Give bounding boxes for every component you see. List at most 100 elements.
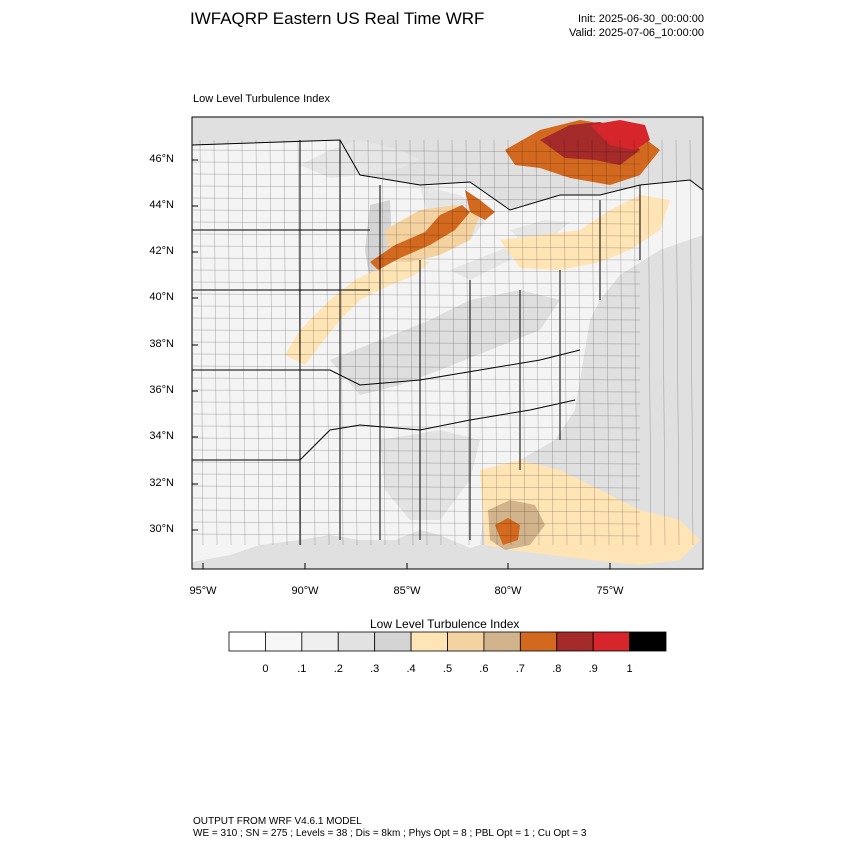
map-field [192, 117, 703, 569]
map-title: Low Level Turbulence Index [193, 93, 330, 105]
lat-label-30: 30°N [149, 523, 174, 535]
county-line [192, 293, 641, 297]
colorbar-tick-label: .5 [442, 663, 453, 675]
lon-label-80: 80°W [494, 585, 522, 597]
county-line [353, 139, 358, 546]
county-line [367, 139, 372, 546]
county-line [619, 139, 624, 546]
valid-time: Valid: 2025-07-06_10:00:00 [569, 27, 704, 39]
county-line [192, 269, 641, 273]
county-line [465, 139, 470, 546]
state-borders [192, 139, 703, 545]
county-line [192, 509, 641, 513]
county-line [479, 139, 484, 546]
county-line [192, 257, 641, 261]
colorbar-tick-label: .6 [479, 663, 489, 675]
county-line [605, 139, 610, 546]
colorbar-tick-label: .3 [370, 663, 380, 675]
tan-patch-atlantic [480, 460, 700, 565]
lat-label-32: 32°N [149, 477, 174, 489]
county-line [451, 139, 456, 546]
footer-model-line: OUTPUT FROM WRF V4.6.1 MODEL [193, 816, 362, 827]
county-line [591, 139, 596, 546]
colorbar-tick-label: .7 [515, 663, 525, 675]
legend-title: Low Level Turbulence Index [370, 617, 520, 631]
county-line [661, 139, 666, 546]
orange-lake-huron-region [465, 190, 495, 220]
lat-label-38: 38°N [149, 338, 174, 350]
county-line [192, 485, 641, 489]
county-line [192, 281, 641, 285]
county-line [521, 139, 526, 546]
gray-band-central [330, 290, 560, 395]
orange-michigan [370, 205, 470, 270]
county-line [199, 139, 204, 546]
county-line [507, 139, 512, 546]
tan-band-midwest [285, 258, 430, 365]
lon-label-85: 85°W [393, 585, 421, 597]
county-line [395, 139, 400, 546]
county-line [437, 139, 442, 546]
county-line [241, 139, 246, 546]
county-line [192, 497, 641, 501]
county-line [549, 139, 554, 546]
county-line [192, 461, 641, 465]
county-line [192, 521, 641, 525]
colorbar-tick-label: .9 [588, 663, 598, 675]
county-line [192, 149, 641, 153]
lat-label-46: 46°N [149, 153, 174, 165]
county-line [192, 425, 641, 429]
county-line [192, 209, 641, 213]
county-line [192, 533, 641, 537]
lat-label-40: 40°N [149, 291, 174, 303]
county-line [339, 139, 344, 546]
county-line [192, 413, 641, 417]
county-line [255, 139, 260, 546]
map-frame [191, 116, 704, 570]
lat-label-42: 42°N [149, 245, 174, 257]
county-line [213, 139, 218, 546]
county-line [423, 139, 428, 546]
county-line [647, 139, 652, 546]
county-line [192, 161, 641, 165]
lat-label-36: 36°N [149, 384, 174, 396]
colorbar-tick-label: .4 [406, 663, 416, 675]
county-line [192, 173, 641, 177]
county-line [192, 317, 641, 321]
county-line [192, 341, 641, 345]
county-line [227, 139, 232, 546]
lat-ticks [192, 159, 198, 531]
orange-patch-atlantic [495, 518, 520, 545]
county-line [192, 197, 641, 201]
lat-label-44: 44°N [149, 199, 174, 211]
colorbar-tick-label: 0 [262, 663, 269, 675]
county-line [192, 473, 641, 477]
county-line [409, 139, 414, 546]
county-line [535, 139, 540, 546]
lon-label-90: 90°W [291, 585, 319, 597]
county-line [192, 437, 641, 441]
lon-label-75: 75°W [596, 585, 624, 597]
county-line [381, 139, 386, 546]
county-line [192, 221, 641, 225]
colorbar-tick-label: .8 [552, 663, 562, 675]
lon-ticks [202, 563, 611, 569]
county-line [577, 139, 582, 546]
lon-label-95: 95°W [189, 585, 217, 597]
county-borders [192, 139, 694, 546]
county-line [192, 305, 641, 309]
county-line [675, 139, 680, 546]
county-line [192, 389, 641, 393]
colorbar-tick-label: 1 [626, 663, 633, 675]
tan-band-northeast [500, 195, 670, 270]
county-line [192, 245, 641, 249]
footer-config-line: WE = 310 ; SN = 275 ; Levels = 38 ; Dis … [193, 828, 587, 839]
init-time: Init: 2025-06-30_00:00:00 [578, 13, 704, 25]
county-line [192, 233, 641, 237]
county-line [689, 139, 694, 546]
colorbar-tick-label: .1 [297, 663, 307, 675]
colorbar-tick-label: .2 [333, 663, 343, 675]
red-quebec [590, 120, 650, 150]
county-line [192, 353, 641, 357]
